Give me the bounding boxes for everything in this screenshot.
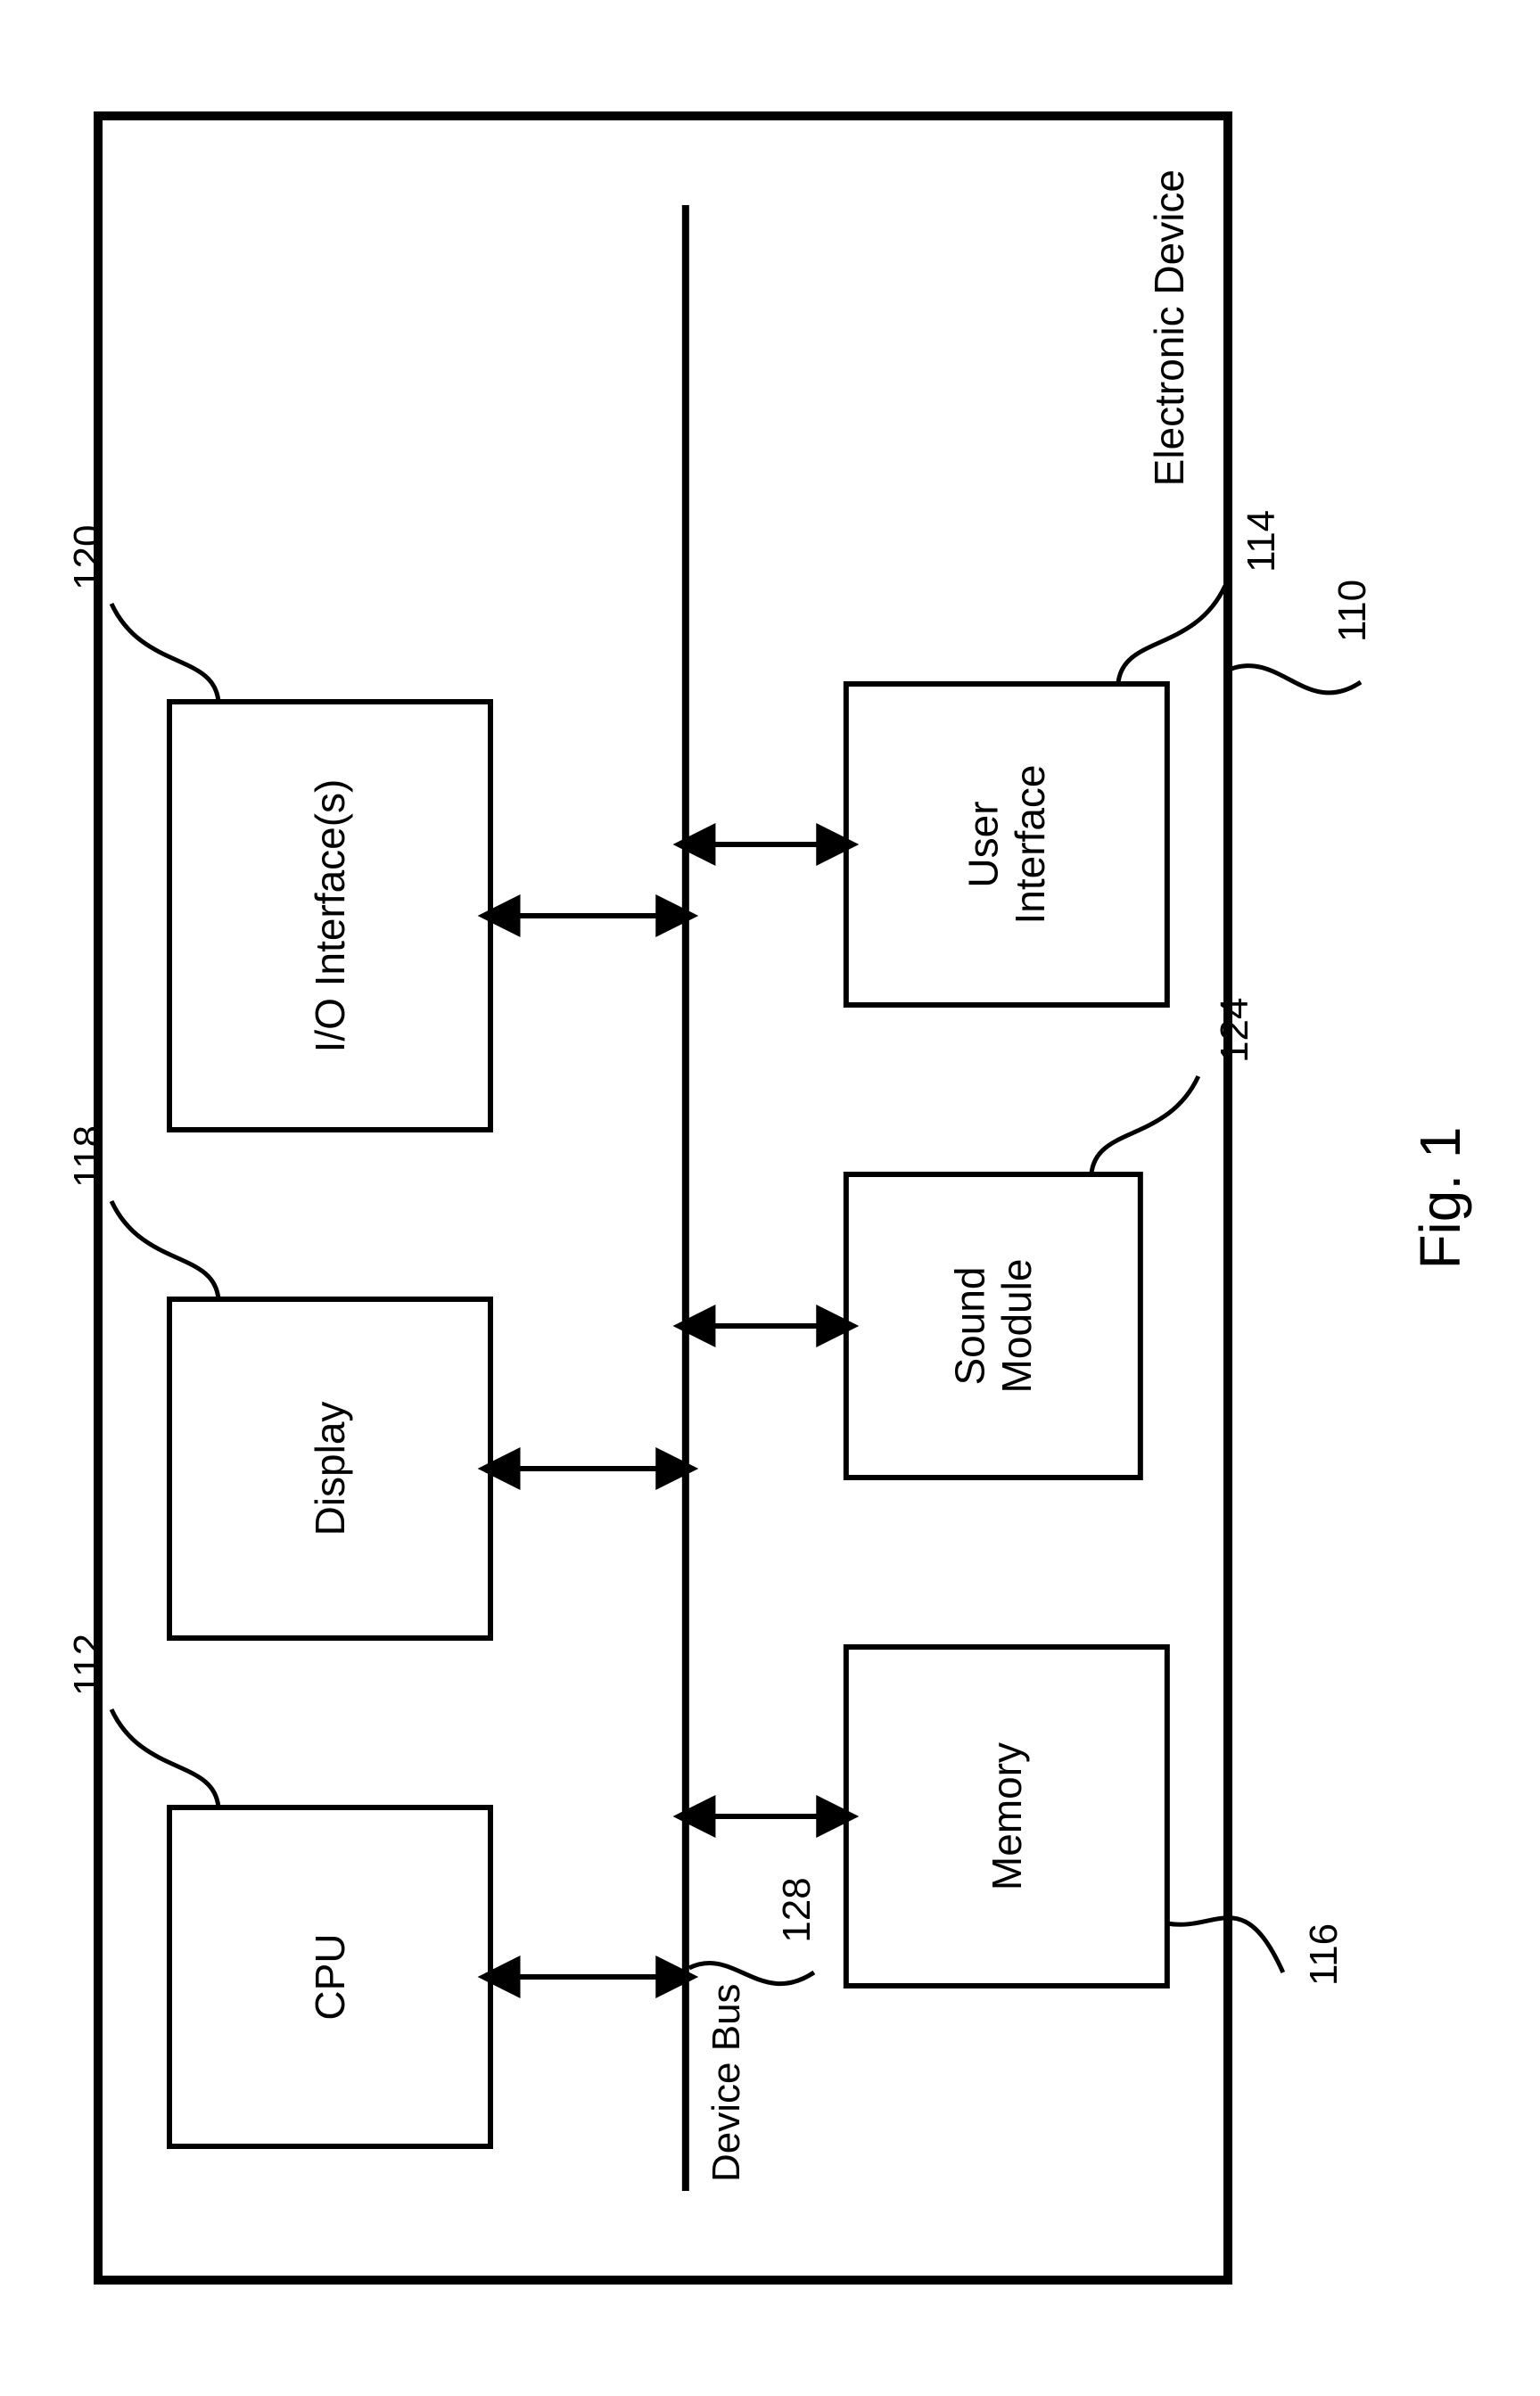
memory-label: Memory <box>984 1742 1030 1890</box>
sound-label: SoundModule <box>946 1259 1040 1394</box>
cpu-ref: 112 <box>66 1634 110 1696</box>
bus-label: Device Bus <box>704 1983 748 2182</box>
display-label: Display <box>307 1402 353 1536</box>
figure-title: Fig. 1 <box>1408 1126 1472 1269</box>
cpu-label: CPU <box>307 1933 353 2020</box>
block-diagram: Device Bus 128 Electronic Device 110 CPU 112 D… <box>0 0 1540 2396</box>
memory-ref: 116 <box>1302 1923 1346 1986</box>
container-ref: 110 <box>1330 580 1374 642</box>
io-ref: 120 <box>66 525 110 590</box>
container-label: Electronic Device <box>1146 169 1192 486</box>
ui-ref: 114 <box>1239 510 1283 572</box>
display-ref: 118 <box>66 1125 110 1188</box>
sound-ref: 124 <box>1213 998 1256 1063</box>
bus-ref: 128 <box>775 1877 819 1942</box>
io-label: I/O Interface(s) <box>307 779 353 1053</box>
